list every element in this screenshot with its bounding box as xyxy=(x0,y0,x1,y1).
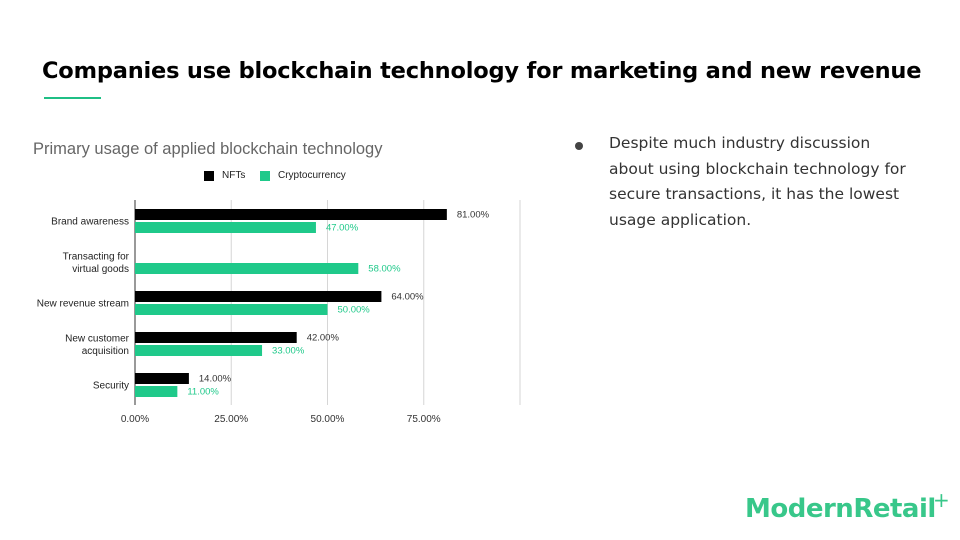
y-category-label: New customer xyxy=(65,333,130,344)
data-label: 11.00% xyxy=(187,387,219,398)
data-label: 14.00% xyxy=(199,374,232,385)
x-tick-label: 75.00% xyxy=(407,414,441,425)
legend-item-cryptocurrency: Cryptocurrency xyxy=(260,170,346,181)
data-label: 64.00% xyxy=(391,292,424,303)
legend-swatch-nfts xyxy=(204,170,214,181)
legend-item-nfts: NFTs xyxy=(204,170,245,181)
slide-title: Companies use blockchain technology for … xyxy=(42,58,922,84)
bar-chart: 0.00% 25.00% 50.00% 75.00% 81.00% 47.00% Brand… xyxy=(37,200,521,425)
bar-nfts-4 xyxy=(135,373,189,384)
x-tick-label: 50.00% xyxy=(311,414,345,425)
data-label: 81.00% xyxy=(457,210,490,221)
bar-cryptocurrency-4 xyxy=(135,386,178,397)
bar-nfts-0 xyxy=(135,209,447,220)
chart-title: Primary usage of applied blockchain tech… xyxy=(33,140,383,158)
data-label: 33.00% xyxy=(272,346,305,357)
bar-nfts-2 xyxy=(135,291,382,302)
logo-plus-mark: + xyxy=(933,488,950,512)
y-category-label: Brand awareness xyxy=(51,217,129,228)
y-category-label: New revenue stream xyxy=(37,299,129,310)
x-tick-label: 0.00% xyxy=(121,414,149,425)
y-category-label: acquisition xyxy=(82,346,129,357)
y-category-label: virtual goods xyxy=(72,264,129,275)
bar-cryptocurrency-2 xyxy=(135,304,328,315)
modern-retail-logo: ModernRetail xyxy=(745,494,936,524)
bar-cryptocurrency-3 xyxy=(135,345,263,356)
title-underline xyxy=(44,97,101,99)
y-category-label: Security xyxy=(93,381,129,392)
data-label: 47.00% xyxy=(326,223,359,234)
bullet-dot xyxy=(575,142,583,150)
data-label: 50.00% xyxy=(338,305,371,316)
bar-cryptocurrency-1 xyxy=(135,263,359,274)
data-label: 42.00% xyxy=(307,333,340,344)
legend-label-nfts: NFTs xyxy=(222,170,246,181)
legend-label-cryptocurrency: Cryptocurrency xyxy=(278,170,346,181)
legend-swatch-cryptocurrency xyxy=(260,170,270,181)
x-tick-label: 25.00% xyxy=(214,414,248,425)
data-label: 58.00% xyxy=(368,264,401,275)
bar-nfts-3 xyxy=(135,332,297,343)
y-category-label: Transacting for xyxy=(63,251,130,262)
bullet-list: Despite much industry discussion about u… xyxy=(575,131,915,233)
bullet-text: Despite much industry discussion about u… xyxy=(609,134,906,229)
bar-cryptocurrency-0 xyxy=(135,222,316,233)
